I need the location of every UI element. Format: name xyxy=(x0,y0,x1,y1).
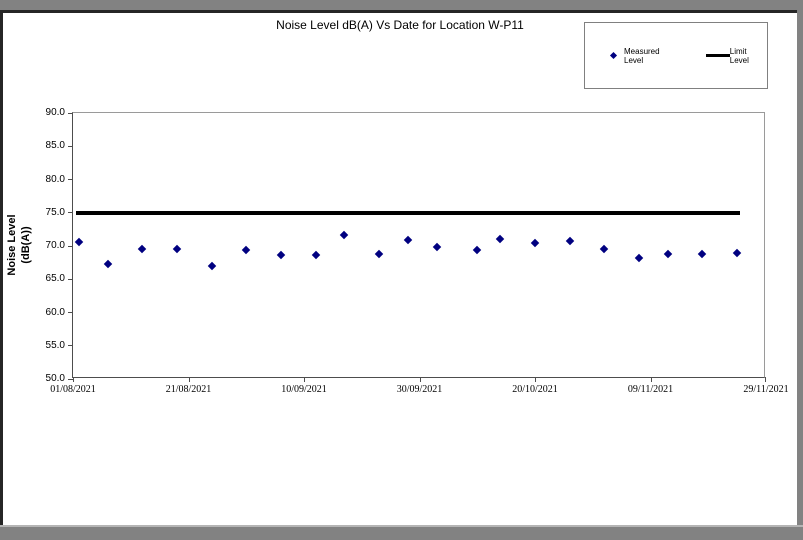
legend: Measured Level Limit Level xyxy=(584,22,768,89)
data-point xyxy=(242,245,251,255)
x-axis-tick xyxy=(650,377,652,382)
plot-area: 90.0 85.0 80.0 75.0 70.0 65.0 60.0 55.0 50.0 01/0… xyxy=(46,108,789,396)
x-axis-tick xyxy=(535,377,536,382)
x-tick-label: 29/11/2021 xyxy=(743,384,789,395)
legend-label-measured: Measured Level xyxy=(624,46,660,65)
chart-title: Noise Level dB(A) Vs Date for Location W… xyxy=(276,18,524,32)
data-point xyxy=(473,245,482,255)
legend-entry-limit: Limit Level xyxy=(705,46,767,65)
y-tick-label: 75.0 xyxy=(45,206,65,218)
y-axis-tick xyxy=(68,278,73,280)
y-axis-tick xyxy=(68,245,73,247)
diamond-marker-icon xyxy=(609,51,618,60)
bottom-bar-edge xyxy=(0,525,803,527)
legend-label-limit: Limit Level xyxy=(729,46,749,65)
y-axis-title-line1: Noise Level xyxy=(6,214,18,276)
x-axis-tick xyxy=(188,377,190,382)
data-point xyxy=(138,244,147,253)
x-tick-label: 01/08/2021 xyxy=(50,384,96,395)
y-axis-tick xyxy=(68,179,73,180)
data-point xyxy=(698,249,707,259)
y-axis-tick xyxy=(68,112,73,114)
x-tick-label: 20/10/2021 xyxy=(512,384,558,395)
chart-canvas: Noise Level dB(A) Vs Date for Location W… xyxy=(3,13,797,527)
data-point xyxy=(530,238,540,247)
data-point xyxy=(103,259,112,269)
data-point xyxy=(374,249,384,259)
y-axis-tick xyxy=(68,345,73,347)
data-point xyxy=(311,251,320,260)
x-tick-label: 09/11/2021 xyxy=(627,384,674,395)
data-point xyxy=(403,235,413,245)
y-tick-label: 60.0 xyxy=(45,306,65,318)
data-point xyxy=(276,250,286,259)
y-axis-tick xyxy=(68,378,73,380)
data-point xyxy=(634,253,644,263)
data-point xyxy=(207,261,216,271)
data-point xyxy=(565,237,574,246)
y-axis-tick xyxy=(68,212,73,214)
data-point xyxy=(74,237,84,247)
limit-level-line xyxy=(75,210,740,215)
x-axis-tick xyxy=(765,377,766,382)
chart-window: Noise Level dB(A) Vs Date for Location W… xyxy=(0,10,797,527)
data-point xyxy=(496,235,505,244)
x-axis-tick xyxy=(73,377,74,382)
x-tick-label: 30/09/2021 xyxy=(396,384,443,395)
y-tick-label: 90.0 xyxy=(45,107,65,118)
y-tick-label: 80.0 xyxy=(45,173,65,185)
limit-line-sample-icon xyxy=(705,54,730,57)
y-tick-label: 70.0 xyxy=(45,240,65,251)
x-axis-tick xyxy=(304,377,305,382)
data-point xyxy=(600,245,609,254)
x-axis-tick xyxy=(419,377,421,382)
data-point xyxy=(663,249,673,259)
y-axis-tick xyxy=(68,145,73,147)
data-point xyxy=(732,248,742,257)
y-axis-tick xyxy=(68,312,73,313)
x-tick-label: 10/09/2021 xyxy=(281,384,327,395)
data-point xyxy=(432,242,442,251)
y-tick-label: 85.0 xyxy=(45,140,65,152)
legend-entry-measured: Measured Level xyxy=(609,46,680,65)
y-tick-label: 55.0 xyxy=(45,339,65,351)
data-point xyxy=(340,230,349,239)
y-tick-label: 50.0 xyxy=(45,373,65,384)
data-point xyxy=(172,244,182,253)
y-tick-label: 65.0 xyxy=(45,273,65,285)
x-tick-label: 21/08/2021 xyxy=(165,384,212,395)
